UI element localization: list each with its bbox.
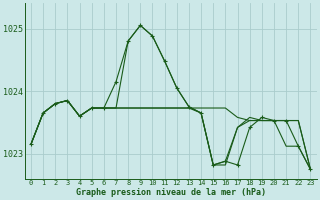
X-axis label: Graphe pression niveau de la mer (hPa): Graphe pression niveau de la mer (hPa)	[76, 188, 266, 197]
